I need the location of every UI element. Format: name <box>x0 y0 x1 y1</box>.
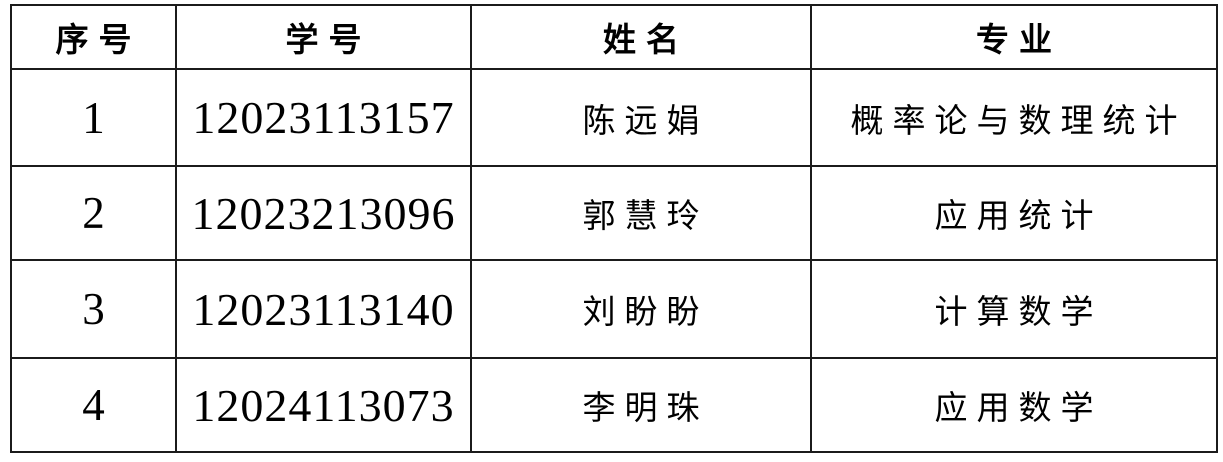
cell-name: 郭慧玲 <box>470 165 812 261</box>
table-row: 4 12024113073 李明珠 应用数学 <box>10 357 1218 453</box>
column-header-serial: 序号 <box>10 4 177 70</box>
cell-student-id: 12023213096 <box>175 165 472 261</box>
cell-major: 概率论与数理统计 <box>810 68 1218 167</box>
cell-serial-number: 2 <box>10 165 177 261</box>
column-header-student-id: 学号 <box>175 4 472 70</box>
cell-major: 计算数学 <box>810 259 1218 359</box>
column-header-major: 专业 <box>810 4 1218 70</box>
cell-major: 应用统计 <box>810 165 1218 261</box>
cell-student-id: 12023113140 <box>175 259 472 359</box>
cell-serial-number: 3 <box>10 259 177 359</box>
table-row: 3 12023113140 刘盼盼 计算数学 <box>10 259 1218 359</box>
cell-serial-number: 1 <box>10 68 177 167</box>
cell-serial-number: 4 <box>10 357 177 453</box>
cell-major: 应用数学 <box>810 357 1218 453</box>
table-row: 2 12023213096 郭慧玲 应用统计 <box>10 165 1218 261</box>
column-header-name: 姓名 <box>470 4 812 70</box>
cell-student-id: 12024113073 <box>175 357 472 453</box>
student-roster-table: 序号 学号 姓名 专业 1 12023113157 陈远娟 概率论与数理统计 2… <box>10 4 1218 453</box>
table-row: 1 12023113157 陈远娟 概率论与数理统计 <box>10 68 1218 167</box>
cell-name: 陈远娟 <box>470 68 812 167</box>
table-header-row: 序号 学号 姓名 专业 <box>10 4 1218 70</box>
cell-name: 刘盼盼 <box>470 259 812 359</box>
cell-student-id: 12023113157 <box>175 68 472 167</box>
cell-name: 李明珠 <box>470 357 812 453</box>
